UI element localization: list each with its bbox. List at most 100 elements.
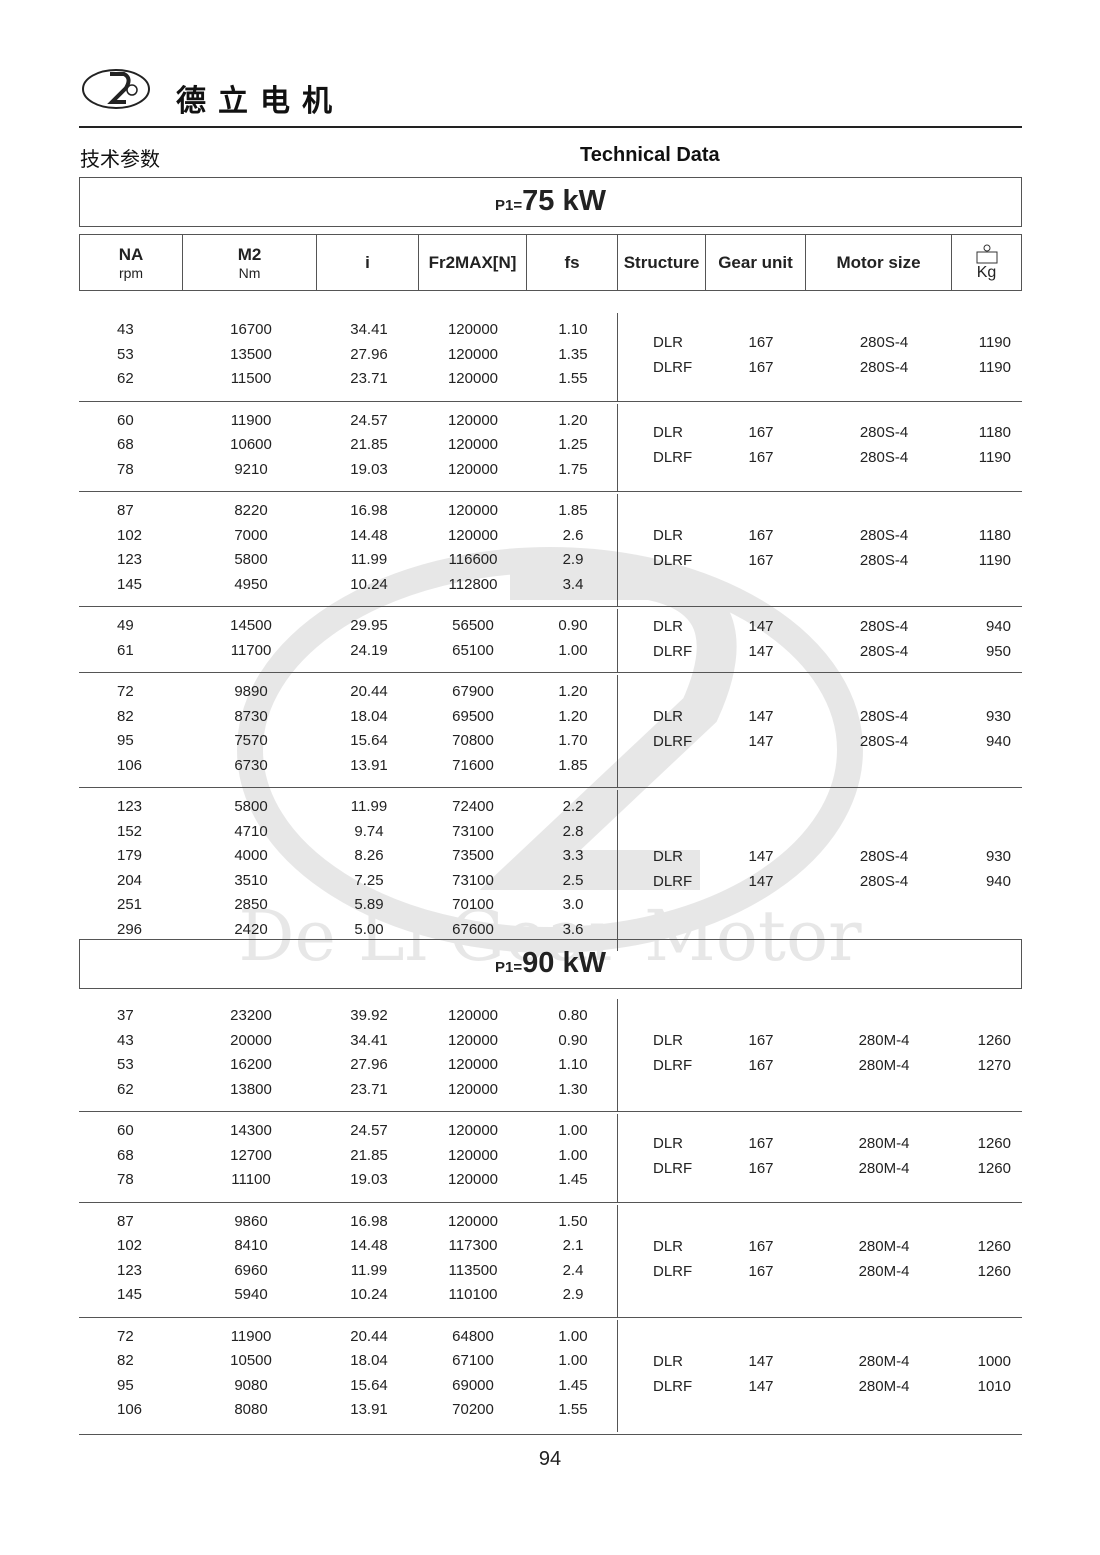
section-90kw: 37 23200 39.92 120000 0.80 43 20000 34.41 120000… xyxy=(79,997,1022,1432)
cell-structure: DLR xyxy=(653,1134,684,1152)
structure-row: DLR 167 280S-4 1180 xyxy=(653,424,1011,442)
table-row: 123 5800 11.99 116600 2.9 xyxy=(117,551,584,568)
cell-weight: 1190 xyxy=(978,449,1011,467)
weight-icon xyxy=(976,244,997,263)
table-row: 72 11900 20.44 64800 1.00 xyxy=(117,1327,588,1345)
structure-row: DLRF 147 280S-4 950 xyxy=(653,642,1011,660)
cell-structure: DLRF xyxy=(653,872,693,890)
performance-rows: 49 14500 29.95 56500 0.90 61 11700 24.19 65100 1.… xyxy=(79,607,617,672)
col-na: NA rpm xyxy=(80,235,183,290)
cell-na: 123 xyxy=(117,798,143,815)
structure-row: DLR 167 280S-4 1180 xyxy=(653,527,1011,544)
power-value: 75 kW xyxy=(522,185,606,217)
cell-weight: 1190 xyxy=(978,552,1011,569)
gear-group: 72 9890 20.44 67900 1.20 82 8730 18.04 69500 1.20… xyxy=(79,673,1022,788)
cell-weight: 1010 xyxy=(977,1377,1011,1395)
cell-weight: 940 xyxy=(985,733,1011,750)
cell-weight: 940 xyxy=(985,617,1011,635)
cell-na: 62 xyxy=(117,370,134,387)
cell-na: 204 xyxy=(117,871,143,889)
performance-rows: 60 14300 24.57 120000 1.00 68 12700 21.85 120000… xyxy=(79,1112,617,1202)
cell-weight: 1180 xyxy=(978,527,1011,544)
gear-group: 87 9860 16.98 120000 1.50 102 8410 14.48 117300 2… xyxy=(79,1203,1022,1318)
structure-row: DLR 147 280M-4 1000 xyxy=(653,1352,1011,1370)
cell-na: 251 xyxy=(117,896,143,913)
cell-structure: DLRF xyxy=(653,449,693,467)
performance-rows: 72 11900 20.44 64800 1.00 82 10500 18.04 67100 1.… xyxy=(79,1318,617,1432)
gear-group: 60 14300 24.57 120000 1.00 68 12700 21.85 120000… xyxy=(79,1112,1022,1203)
cell-na: 60 xyxy=(117,411,134,429)
performance-rows: 72 9890 20.44 67900 1.20 82 8730 18.04 69500 1.20… xyxy=(79,673,617,787)
cell-structure: DLR xyxy=(653,1032,684,1049)
page-number: 94 xyxy=(538,1448,562,1470)
cell-weight: 1000 xyxy=(977,1352,1011,1370)
col-weight: Kg xyxy=(952,235,1021,290)
cell-na: 49 xyxy=(117,617,134,634)
table-row: 62 11500 23.71 120000 1.55 xyxy=(117,370,588,387)
cell-na: 145 xyxy=(117,575,143,593)
cell-na: 37 xyxy=(117,1007,134,1024)
cell-structure: DLRF xyxy=(653,642,693,660)
cell-na: 53 xyxy=(117,1056,134,1073)
cell-structure: DLRF xyxy=(653,552,693,569)
cell-weight: 1260 xyxy=(977,1262,1011,1280)
table-row: 72 9890 20.44 67900 1.20 xyxy=(117,683,588,700)
cell-structure: DLR xyxy=(653,1237,684,1255)
table-row: 123 5800 11.99 72400 2.2 xyxy=(117,798,584,815)
table-row: 82 10500 18.04 67100 1.00 xyxy=(117,1352,588,1369)
structure-row: DLR 167 280M-4 1260 xyxy=(653,1134,1011,1152)
cell-na: 78 xyxy=(117,1171,134,1188)
table-row: 152 4710 9.74 73100 2.8 xyxy=(117,822,584,840)
cell-structure: DLR xyxy=(653,333,684,351)
cell-na: 43 xyxy=(117,1031,134,1049)
structure-row: DLRF 147 280M-4 1010 xyxy=(653,1377,1011,1395)
structure-row: DLRF 167 280S-4 1190 xyxy=(653,552,1011,569)
cell-weight: 930 xyxy=(985,847,1011,865)
structure-row: DLRF 167 280M-4 1270 xyxy=(653,1057,1011,1074)
table-row: 43 16700 34.41 120000 1.10 xyxy=(117,321,588,338)
cell-weight: 940 xyxy=(985,872,1011,890)
cell-structure: DLR xyxy=(653,617,684,635)
table-row: 62 13800 23.71 120000 1.30 xyxy=(117,1080,588,1098)
cell-weight: 1270 xyxy=(977,1057,1011,1074)
cell-na: 61 xyxy=(117,641,134,659)
cell-structure: DLRF xyxy=(653,358,693,376)
structure-row: DLRF 167 280M-4 1260 xyxy=(653,1262,1011,1280)
cell-weight: 1260 xyxy=(977,1237,1011,1255)
performance-rows: 87 8220 16.98 120000 1.85 102 7000 14.48 120000 2… xyxy=(79,492,617,606)
gear-group: 37 23200 39.92 120000 0.80 43 20000 34.41 120000… xyxy=(79,997,1022,1112)
structure-row: DLRF 167 280S-4 1190 xyxy=(653,358,1011,376)
gear-group: 49 14500 29.95 56500 0.90 61 11700 24.19 65100 1.… xyxy=(79,607,1022,673)
performance-rows: 60 11900 24.57 120000 1.20 68 10600 21.85 120000… xyxy=(79,402,617,492)
cell-na: 145 xyxy=(117,1286,143,1303)
table-row: 95 9080 15.64 69000 1.45 xyxy=(117,1376,588,1394)
performance-rows: 43 16700 34.41 120000 1.10 53 13500 27.96 120000… xyxy=(79,311,617,401)
table-row: 53 16200 27.96 120000 1.10 xyxy=(117,1056,588,1073)
col-motor-size: Motor size xyxy=(806,235,952,290)
structure-row: DLR 147 280S-4 940 xyxy=(653,617,1011,635)
structure-options: DLR 167 280M-4 1260 DLRF 167 280M-4 1260 xyxy=(617,1204,1022,1317)
col-structure: Structure xyxy=(618,235,706,290)
structure-row: DLRF 147 280S-4 940 xyxy=(653,872,1011,890)
table-row: 106 6730 13.91 71600 1.85 xyxy=(117,756,588,774)
table-row: 61 11700 24.19 65100 1.00 xyxy=(117,641,588,659)
table-row: 49 14500 29.95 56500 0.90 xyxy=(117,617,588,634)
table-row: 68 10600 21.85 120000 1.25 xyxy=(117,436,588,453)
table-row: 123 6960 11.99 113500 2.4 xyxy=(117,1261,584,1279)
table-row: 60 11900 24.57 120000 1.20 xyxy=(117,411,588,429)
cell-na: 82 xyxy=(117,707,134,725)
structure-row: DLR 167 280M-4 1260 xyxy=(653,1237,1011,1255)
table-row: 43 20000 34.41 120000 0.90 xyxy=(117,1031,588,1049)
company-logo xyxy=(82,69,150,109)
table-row: 87 9860 16.98 120000 1.50 xyxy=(117,1212,588,1230)
cell-na: 53 xyxy=(117,345,134,363)
cell-na: 296 xyxy=(117,920,143,938)
title-english: Technical Data xyxy=(580,144,720,166)
structure-row: DLR 167 280S-4 1190 xyxy=(653,333,1011,351)
structure-row: DLRF 167 280S-4 1190 xyxy=(653,449,1011,467)
cell-na: 123 xyxy=(117,551,143,568)
cell-structure: DLRF xyxy=(653,1377,693,1395)
table-row: 87 8220 16.98 120000 1.85 xyxy=(117,502,588,519)
cell-structure: DLR xyxy=(653,527,684,544)
performance-rows: 37 23200 39.92 120000 0.80 43 20000 34.41 120000… xyxy=(79,997,617,1111)
